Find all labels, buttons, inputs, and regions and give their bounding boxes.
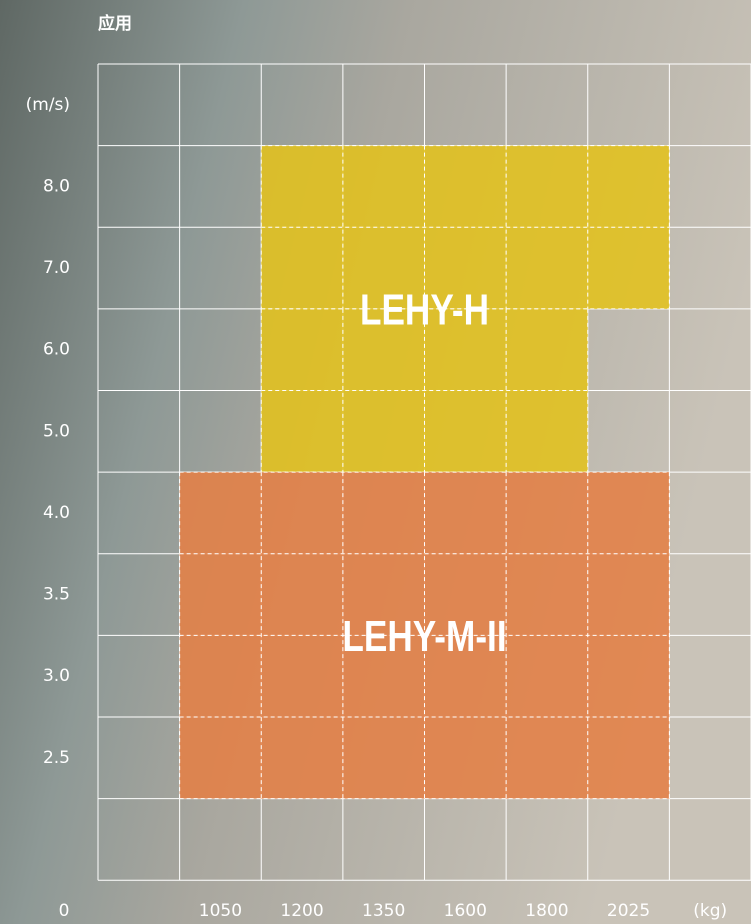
y-tick-label: 3.5 xyxy=(43,585,70,605)
x-tick-label: 1800 xyxy=(525,901,568,921)
chart-title: 应用 xyxy=(98,13,132,34)
origin-label: 0 xyxy=(59,901,70,921)
y-tick-label: 7.0 xyxy=(43,258,70,278)
x-tick-label: 2025 xyxy=(607,901,650,921)
y-tick-label: 6.0 xyxy=(43,340,70,360)
x-tick-label: 1600 xyxy=(444,901,487,921)
y-axis-label: (m/s) xyxy=(26,95,70,115)
region-label: LEHY-M-II xyxy=(342,612,506,661)
y-tick-label: 8.0 xyxy=(43,176,70,196)
x-tick-label: 1350 xyxy=(362,901,405,921)
region-label: LEHY-H xyxy=(360,286,489,335)
x-axis-label: (kg) xyxy=(693,901,727,921)
x-tick-label: 1050 xyxy=(199,901,242,921)
x-tick-label: 1200 xyxy=(280,901,323,921)
y-tick-label: 3.0 xyxy=(43,666,70,686)
y-tick-label: 4.0 xyxy=(43,503,70,523)
y-tick-label: 5.0 xyxy=(43,421,70,441)
y-tick-label: 2.5 xyxy=(43,748,70,768)
